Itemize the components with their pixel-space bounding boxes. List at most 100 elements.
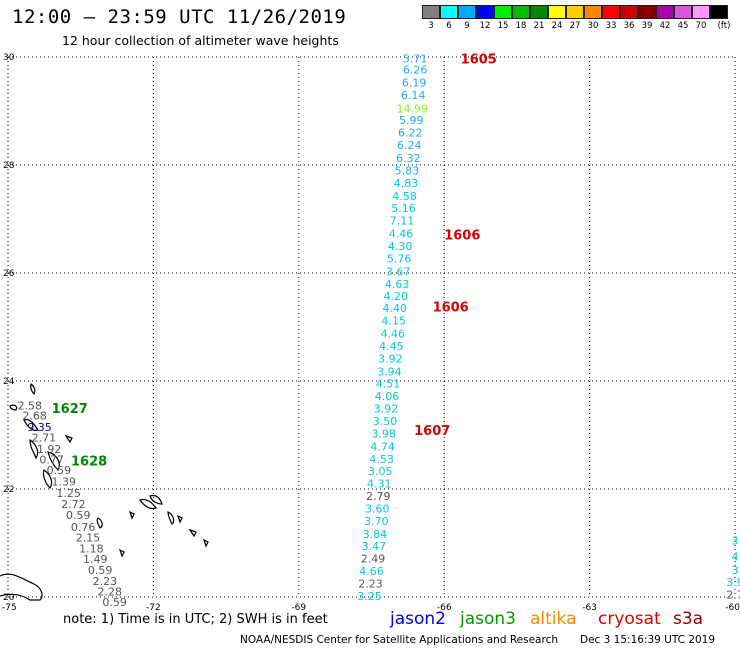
lon-tick-label: -72	[146, 603, 161, 613]
wave-height-value: 7.11	[390, 215, 415, 228]
coastline-island	[139, 498, 157, 510]
legend-label: 42	[659, 21, 671, 31]
legend-label: 45	[677, 21, 689, 31]
coastline-island	[29, 438, 39, 460]
lon-tick-label: -75	[2, 603, 17, 613]
wave-height-value: 0.59	[102, 596, 127, 609]
wave-height-value: 6.14	[401, 89, 426, 102]
legend-swatch	[494, 5, 512, 19]
lat-tick-label: 24	[3, 377, 15, 387]
wave-height-value: 0.59	[47, 464, 72, 477]
coastline-island	[118, 548, 125, 558]
wave-height-value: 2.58	[18, 399, 43, 412]
legend-label: 39	[641, 21, 653, 31]
wave-height-value: 2.7	[726, 588, 740, 601]
wave-height-value: 4.53	[369, 453, 394, 466]
legend-swatch	[602, 5, 620, 19]
legend-label: 33	[605, 21, 617, 31]
track-time-label: 1606	[433, 300, 469, 315]
wave-height-value: 6.24	[397, 139, 422, 152]
wave-height-value: 4.31	[367, 478, 392, 491]
wave-height-value: 5.76	[387, 252, 412, 265]
wave-height-value: 4.58	[392, 190, 417, 203]
wave-height-value: 3.84	[363, 528, 388, 541]
satellite-cryosat: cryosat	[598, 609, 661, 629]
lat-tick-label: 28	[3, 161, 15, 171]
wave-height-value: 1.25	[56, 487, 81, 500]
lat-tick-label: 26	[3, 269, 15, 279]
wave-height-value: 3.70	[364, 515, 389, 528]
satellite-jason2: jason2	[390, 609, 446, 629]
coastline-island	[47, 451, 60, 472]
coastline-island	[188, 528, 197, 538]
coastline-island	[9, 404, 18, 411]
coastline-island	[149, 494, 163, 505]
wave-height-value: 4.20	[383, 290, 408, 303]
wave-height-value: 4	[732, 551, 739, 564]
satellite-jason3: jason3	[460, 609, 516, 629]
wave-height-value: 2.15	[76, 532, 101, 545]
legend-label: 30	[587, 21, 599, 31]
wave-height-value: 1.39	[51, 475, 76, 488]
coastline-island	[96, 517, 103, 529]
wave-height-value: 4.45	[379, 340, 404, 353]
coastline-island	[64, 434, 73, 444]
lon-tick-label: -66	[437, 603, 452, 613]
wave-height-value: 5.71	[403, 53, 428, 66]
credit-line: NOAA/NESDIS Center for Satellite Applica…	[240, 634, 558, 646]
wave-height-value: 4.15	[382, 315, 407, 328]
legend-swatch	[440, 5, 458, 19]
wave-height-value: 0.77	[39, 453, 64, 466]
track-id-labels: 1605 1606 1606 1607 1627 1628	[52, 53, 497, 470]
map-title: 12:00 — 23:59 UTC 11/26/2019	[12, 6, 347, 28]
wave-height-value: 5.16	[391, 202, 416, 215]
lon-tick-label: -63	[582, 603, 597, 613]
lon-tick-label: -69	[291, 603, 306, 613]
map-subtitle: 12 hour collection of altimeter wave hei…	[62, 33, 339, 48]
wave-height-value: 4.51	[376, 378, 401, 391]
wave-height-value: 3	[732, 564, 739, 577]
coastline-island	[128, 510, 135, 520]
legend-swatch	[422, 5, 440, 19]
wave-height-value: 3.9	[726, 576, 740, 589]
legend-swatch	[692, 5, 710, 19]
legend-label: 9	[464, 21, 470, 31]
wave-height-value: 4.46	[389, 228, 414, 241]
legend-label: 18	[515, 21, 527, 31]
legend-label: 24	[551, 21, 563, 31]
wave-height-value: 1.18	[79, 542, 104, 555]
wave-height-value: 3.50	[373, 415, 398, 428]
wave-height-value: 3.67	[386, 265, 411, 278]
track-time-label: 1628	[71, 454, 107, 469]
wave-height-value: 4.83	[394, 177, 419, 190]
wave-height-value: 3.05	[368, 465, 393, 478]
legend-label: 6	[446, 21, 452, 31]
wave-height-value: 5.99	[399, 114, 424, 127]
wave-height-value: 6.19	[402, 76, 427, 89]
legend-swatch	[458, 5, 476, 19]
wave-height-value: 14.99	[396, 102, 428, 115]
wave-height-value: 1.92	[37, 443, 62, 456]
wave-height-value: 2.49	[361, 553, 386, 566]
land-outlines	[0, 383, 209, 601]
wave-height-value: 3.25	[357, 590, 382, 603]
lat-tick-label: 22	[3, 485, 14, 495]
coastline-hispaniola	[0, 573, 43, 601]
wave-height-value: 4.30	[388, 240, 413, 253]
track-time-label: 1606	[444, 229, 480, 244]
wave-height-value: 4.74	[370, 440, 395, 453]
coastline-island	[176, 514, 183, 524]
coastline-island	[167, 511, 175, 526]
wave-height-value: 4.66	[359, 565, 384, 578]
generated-timestamp: Dec 3 15:16:39 UTC 2019	[580, 634, 716, 646]
footer-note: note: 1) Time is in UTC; 2) SWH is in fe…	[63, 612, 328, 627]
color-legend	[422, 5, 728, 19]
legend-label: 15	[497, 21, 509, 31]
legend-label: 21	[533, 21, 545, 31]
coastline-island	[23, 419, 39, 432]
wave-height-value: 2.23	[93, 575, 118, 588]
legend-swatch	[584, 5, 602, 19]
lat-tick-label: 30	[3, 53, 15, 63]
wave-height-value: 0.76	[71, 521, 96, 534]
wave-height-value: 0.59	[66, 509, 91, 522]
